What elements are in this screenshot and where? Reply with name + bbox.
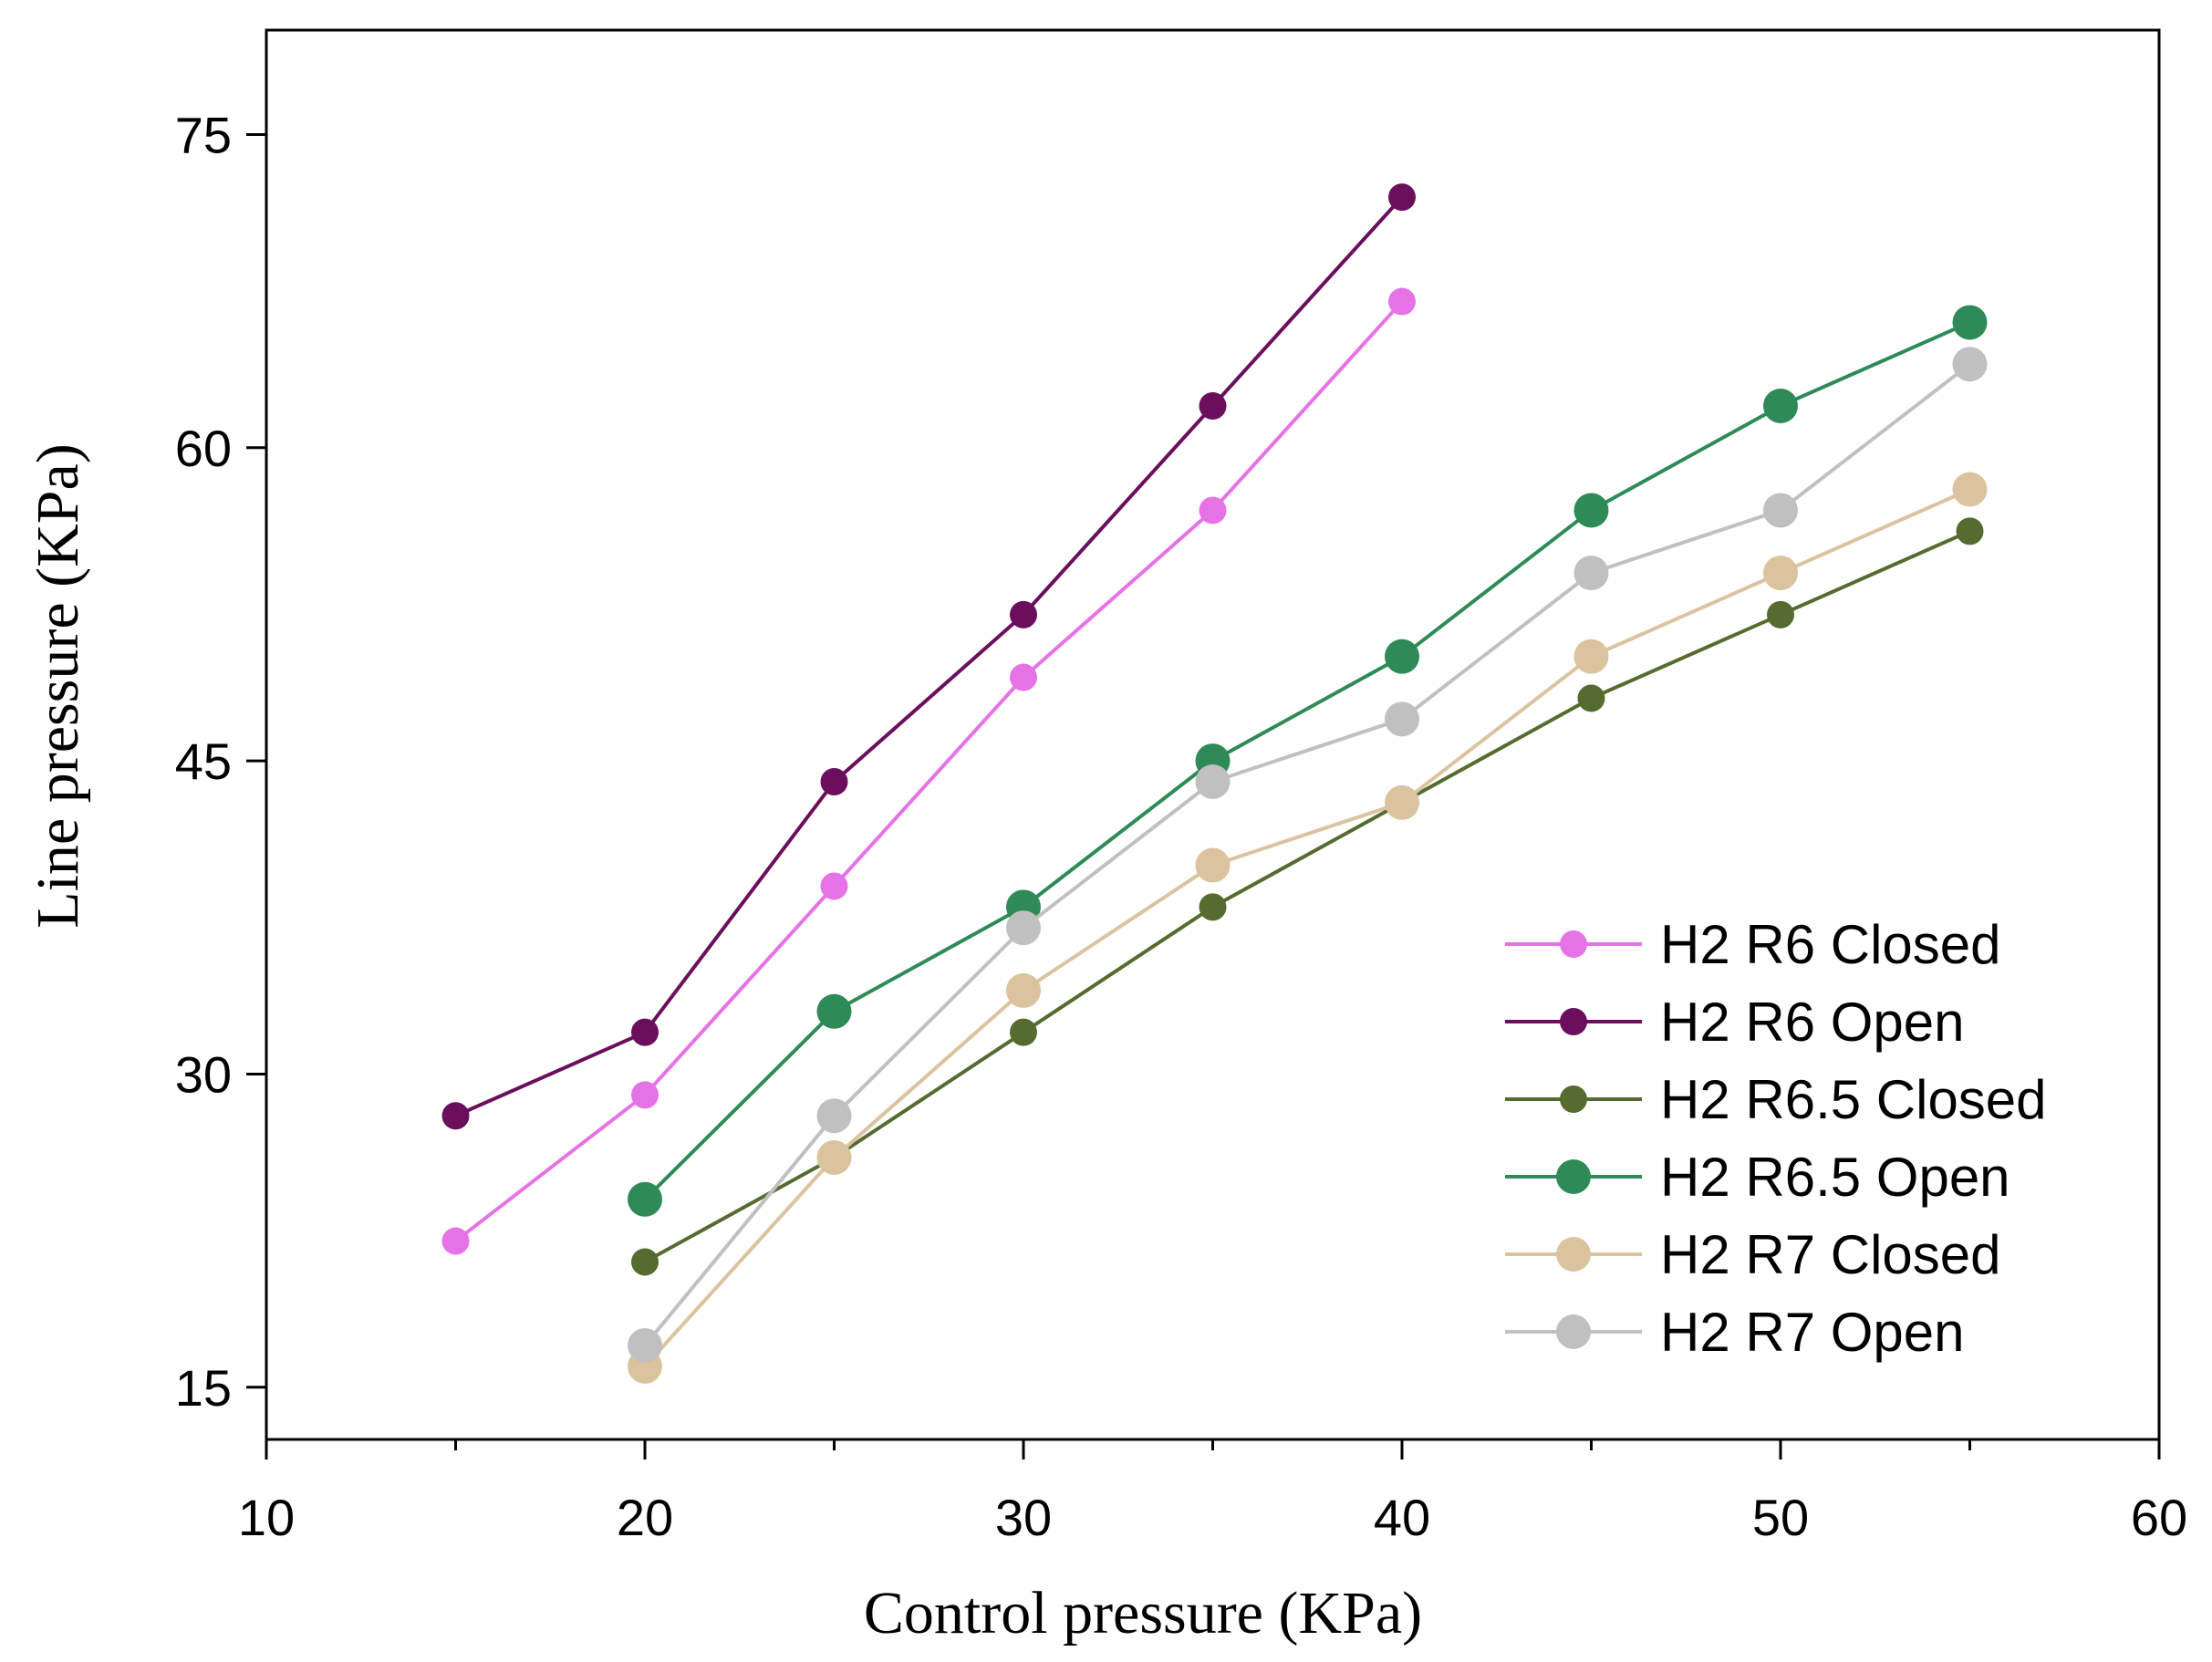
data-point [1199,392,1227,420]
data-point [1388,183,1416,212]
legend-label: H2 R7 Open [1660,1302,1965,1363]
y-tick-label: 75 [175,106,232,163]
legend-label: H2 R6.5 Closed [1660,1069,2047,1130]
data-point [1573,493,1609,528]
data-point [820,768,848,795]
legend-item: H2 R6.5 Closed [1505,1069,2047,1130]
data-point [1388,287,1416,316]
data-point [1952,305,1988,340]
legend-swatch-marker [1560,930,1587,958]
data-point [816,1140,852,1175]
legend-item: H2 R7 Open [1505,1302,1965,1363]
data-point [1006,972,1041,1008]
data-point [1573,556,1609,591]
y-tick-label: 30 [175,1045,232,1103]
data-point [1767,600,1794,628]
data-point [441,1102,470,1130]
data-point [1952,472,1988,507]
series-line [454,300,1404,1243]
data-point [631,1018,659,1046]
x-tick-label: 10 [238,1489,295,1546]
data-point [1195,764,1231,799]
x-tick-label: 40 [1374,1489,1430,1546]
legend-swatch-marker [1556,1159,1591,1194]
x-tick-label: 60 [2131,1489,2187,1546]
legend-item: H2 R6 Closed [1505,914,2001,975]
data-point [1385,784,1419,820]
data-point [631,1248,659,1276]
data-point [1010,1018,1037,1046]
data-point [1385,701,1419,737]
axis-layer: 10 20 30 40 50 60 15 30 45 60 75 [175,106,2187,1546]
data-point [628,1328,662,1363]
data-point [1763,556,1798,591]
legend-item: H2 R6 Open [1505,992,1965,1053]
data-point [1010,663,1037,691]
series-line [643,487,1971,1368]
legend-swatch-marker [1556,1237,1591,1272]
y-tick-label: 45 [175,732,232,790]
data-point [628,1181,662,1217]
legend-label: H2 R6.5 Open [1660,1147,2010,1208]
data-point [631,1081,659,1109]
data-point [1573,639,1609,674]
data-point [441,1227,470,1255]
legend-swatch-marker [1556,1314,1591,1349]
legend-item: H2 R7 Closed [1505,1224,2001,1285]
series-line [643,320,1971,1201]
data-point [1006,910,1041,946]
series-line [454,195,1404,1118]
legend-swatch-marker [1560,1085,1587,1113]
legend-label: H2 R6 Closed [1660,914,2001,975]
series-1 [441,287,1416,1255]
x-tick-label: 50 [1752,1489,1809,1546]
data-point [1763,389,1798,423]
legend-item: H2 R6.5 Open [1505,1147,2010,1208]
series-2 [441,183,1416,1130]
data-point [1010,600,1037,628]
x-axis-title: Control pressure (KPa) [864,1580,1422,1646]
x-tick-label: 20 [617,1489,673,1546]
legend-label: H2 R7 Closed [1660,1224,2001,1285]
legend: H2 R6 Closed H2 R6 Open H2 R6.5 Closed H2 R… [1505,914,2047,1363]
data-point [1195,847,1231,883]
y-axis-title: Line pressure (KPa) [25,443,91,928]
y-tick-label: 60 [175,420,232,477]
series-6 [628,347,1988,1363]
series-5 [628,472,1988,1384]
data-point [1763,493,1798,528]
y-tick-label: 15 [175,1359,232,1417]
data-point [1956,517,1984,545]
x-tick-label: 30 [995,1489,1052,1546]
legend-swatch-marker [1560,1008,1587,1035]
series-line [644,529,1971,1264]
legend-label: H2 R6 Open [1660,992,1965,1053]
data-point [1385,639,1419,674]
series-layer [441,183,1988,1384]
data-point [1199,496,1227,525]
data-point [820,872,848,900]
data-point [816,1098,852,1134]
series-line [643,362,1971,1347]
data-point [816,993,852,1029]
data-point [1952,347,1988,382]
data-point [1577,684,1605,712]
data-point [1199,893,1227,921]
